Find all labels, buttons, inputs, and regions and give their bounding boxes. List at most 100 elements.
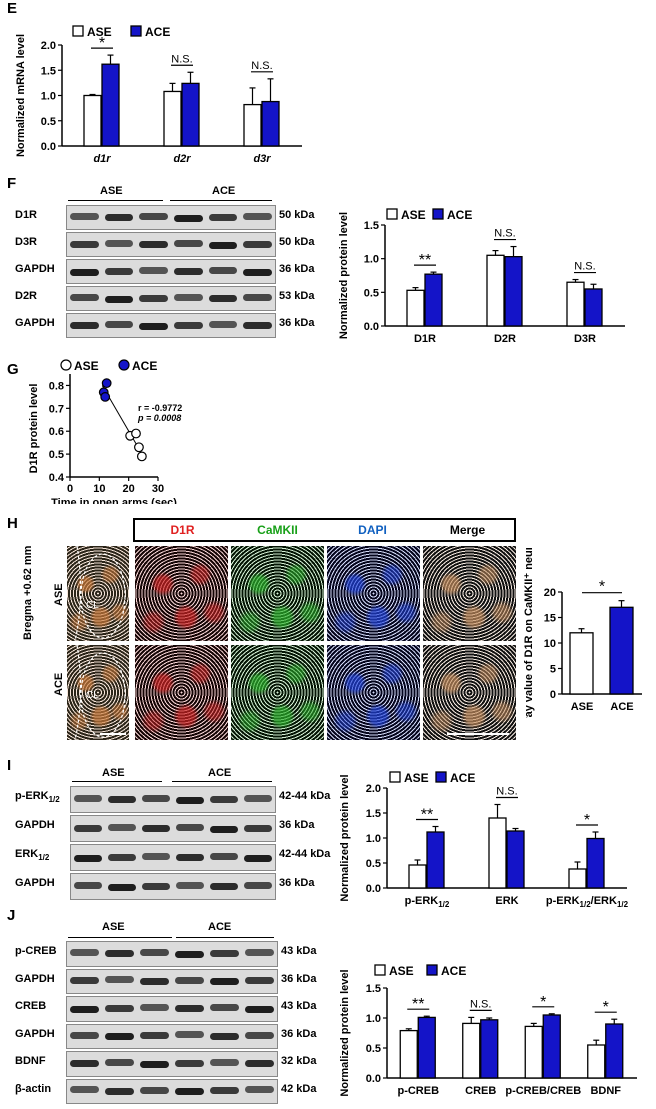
region-label-ace: CL [86,690,99,701]
chart-i-legend-label-ase: ASE [404,771,429,785]
chart-f-category-label: D2R [494,333,516,345]
chart-i-legend-swatch-ace [435,771,447,783]
blot-band [105,1033,134,1041]
blot-row-label: β-actin [15,1082,52,1095]
chart-e-ytick-label: 0.5 [41,116,56,128]
blot-band [208,241,238,249]
chart-h-ytick-label: 20 [544,587,556,599]
blot-band [140,1086,169,1094]
blot-kda-label: 43 kDa [281,1000,317,1012]
blot-j-group-ase: ASE [102,921,125,933]
blot-kda-label: 50 kDa [279,209,315,221]
chart-e-category-label: d3r [253,153,271,165]
chart-e-legend-swatch-ase [72,25,84,37]
chart-j-legend-swatch-ace [426,964,438,976]
chart-j-ytick-label: 1.5 [366,983,381,995]
chart-f-legend-label-ase: ASE [401,208,426,222]
blot-band [174,321,203,329]
blot-strip [66,1023,278,1049]
blot-band [210,883,238,890]
blot-band [139,322,168,330]
blot-band [245,1005,274,1013]
blot-row-label: ERK1/2 [15,848,50,863]
blot-band [210,1004,239,1012]
chart-h-bar [569,632,594,695]
chart-e-category-label: d2r [173,153,191,165]
blot-band [210,978,239,986]
blot-row-label: D1R [15,209,38,221]
chart-g-point-ace [101,378,112,389]
bregma-label: Bregma +0.62 mm [22,545,34,640]
chart-i-bar [408,864,427,889]
blot-band [140,1060,169,1068]
blot-band [70,1086,99,1094]
blot-band [70,212,99,220]
chart-i-ytick-label: 0.5 [366,858,381,870]
chart-i-bar [488,817,507,889]
blot-band [175,1059,204,1067]
chart-g-xtick-label: 10 [93,483,105,495]
blot-band [245,948,274,956]
micrograph-ace-d1r [135,645,228,740]
blot-strip [70,786,276,813]
blot-kda-label: 50 kDa [279,236,315,248]
chart-j-legend-swatch-ase [374,964,386,976]
blot-band [105,1059,134,1067]
blot-band [175,976,204,984]
blot-kda-label: 53 kDa [279,290,315,302]
chart-i-ytick-label: 0.0 [366,883,381,895]
chart-f-category-label: D1R [414,333,436,345]
blot-band [210,795,238,803]
blot-row-label: CREB [15,1000,47,1012]
chart-j-creb-protein: Normalized protein level 0.0 0.5 1.0 1.5 p-CR… [339,964,637,1097]
blot-kda-label: 42-44 kDa [279,790,331,802]
blot-band [139,241,168,248]
chart-i-bar [568,868,587,889]
blot-band [210,1087,239,1095]
blot-f-bracket-ace [170,200,272,201]
micrograph-ase-camkii [231,546,324,641]
chart-j-bar [587,1044,606,1079]
blot-band [104,267,134,275]
blot-band [142,795,170,802]
blot-strip [66,1051,278,1077]
chart-g-xtick-label: 30 [152,483,164,495]
blot-band [139,213,168,220]
panel-letter-g: G [7,361,19,378]
chart-e-sig-label: N.S. [251,60,272,72]
chart-e-bar [163,90,182,147]
blot-kda-label: 36 kDa [279,317,315,329]
chart-j-category-label: BDNF [590,1085,621,1097]
blot-row-label: GAPDH [15,877,55,889]
blot-band [175,950,204,958]
blot-band [176,881,204,889]
blot-band [174,268,203,275]
chart-j-bar [542,1014,561,1079]
blot-kda-label: 32 kDa [281,1055,317,1067]
blot-f-bracket-ase [68,200,163,201]
chart-g-legend-marker-ase [60,359,72,371]
blot-strip [70,873,276,900]
blot-band [244,794,272,802]
chart-g-stat-r: r = -0.9772 [138,403,182,413]
chart-h-gray-value: Mean gray value of D1R on CaMKII⁺ neuron… [523,548,642,718]
blot-band [104,321,134,328]
chart-e-bar [181,82,200,147]
chart-g-ytick-label: 0.4 [49,472,65,484]
chart-g-legend-marker-ace [118,359,130,371]
chart-f-ytick-label: 0.0 [364,321,379,333]
blot-band [108,853,136,861]
blot-band [175,1031,204,1039]
chart-e-category-label: d1r [93,153,111,165]
blot-band [70,1005,99,1013]
blot-kda-label: 42 kDa [281,1082,317,1095]
chart-g-point-ase [134,442,144,453]
chart-j-category-label: CREB [465,1085,496,1097]
blot-row-label: D2R [15,290,38,302]
chart-i-category-label: p-ERK1/2 [405,895,450,909]
blot-band [139,266,168,274]
blot-f-group-ace: ACE [212,185,236,197]
blot-band [74,824,102,832]
chart-f-sig-label: N.S. [494,228,515,240]
chart-f-legend-swatch-ase [386,208,398,220]
